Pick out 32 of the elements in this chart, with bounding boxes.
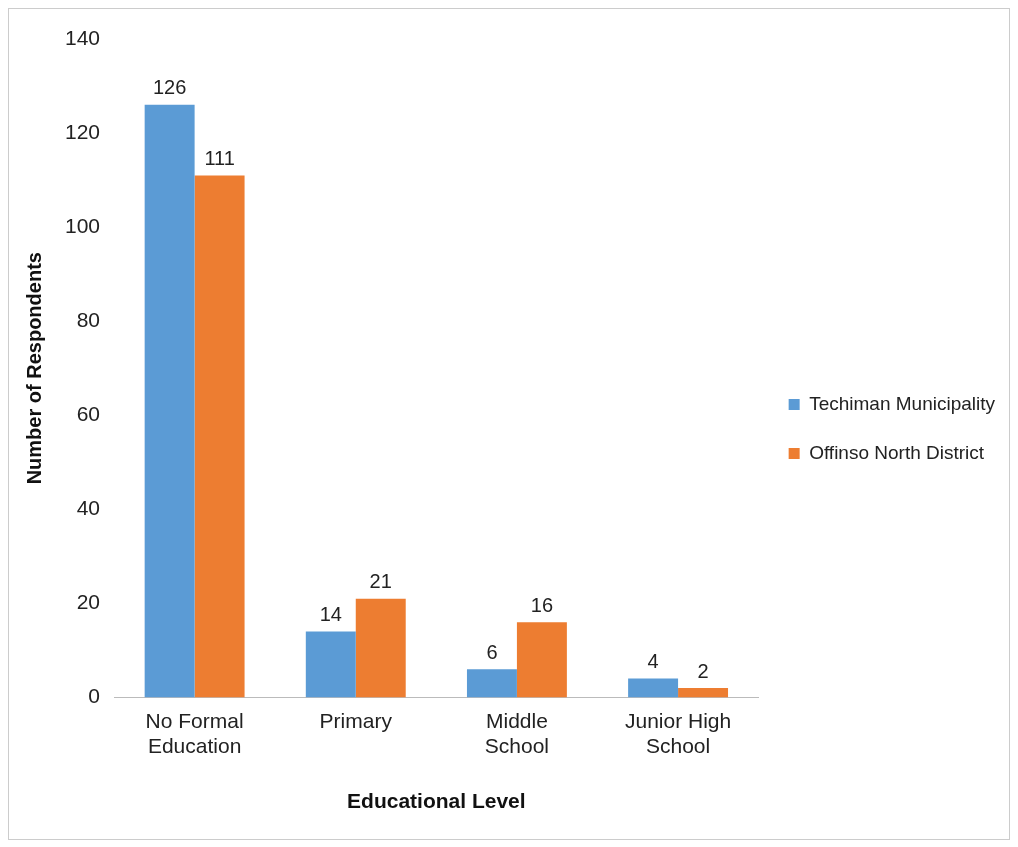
data-label: 21 bbox=[369, 570, 392, 593]
data-label: 14 bbox=[319, 603, 342, 626]
data-label: 6 bbox=[486, 640, 498, 663]
bar bbox=[355, 598, 406, 698]
y-tick-label: 20 bbox=[76, 590, 101, 614]
bar bbox=[628, 678, 679, 698]
bar bbox=[516, 622, 567, 698]
y-tick-label: 40 bbox=[76, 496, 101, 520]
data-label: 111 bbox=[204, 146, 235, 169]
y-tick-label: 80 bbox=[76, 307, 101, 331]
legend-label: Offinso North District bbox=[809, 441, 985, 463]
y-tick-label: 100 bbox=[64, 213, 101, 237]
bar bbox=[678, 687, 729, 698]
bar bbox=[305, 631, 356, 698]
x-tick-label: Junior High School bbox=[624, 708, 732, 757]
x-axis-title: Educational Level bbox=[347, 789, 526, 813]
data-label: 2 bbox=[697, 659, 709, 682]
legend-label: Techiman Municipality bbox=[809, 392, 996, 414]
x-tick-label: Middle School bbox=[484, 708, 550, 757]
data-label: 4 bbox=[647, 650, 659, 673]
x-tick-label: Primary bbox=[319, 708, 393, 732]
y-axis-title: Number of Respondents bbox=[22, 252, 45, 485]
data-label: 126 bbox=[152, 76, 187, 99]
y-tick-label: 140 bbox=[64, 25, 101, 49]
bar bbox=[466, 669, 517, 698]
y-tick-label: 0 bbox=[88, 684, 101, 708]
y-tick-label: 120 bbox=[64, 119, 101, 143]
x-tick-label: No Formal Education bbox=[145, 708, 244, 757]
bar bbox=[194, 175, 245, 698]
bar bbox=[144, 104, 195, 698]
y-tick-label: 60 bbox=[76, 402, 101, 426]
data-label: 16 bbox=[530, 593, 554, 616]
